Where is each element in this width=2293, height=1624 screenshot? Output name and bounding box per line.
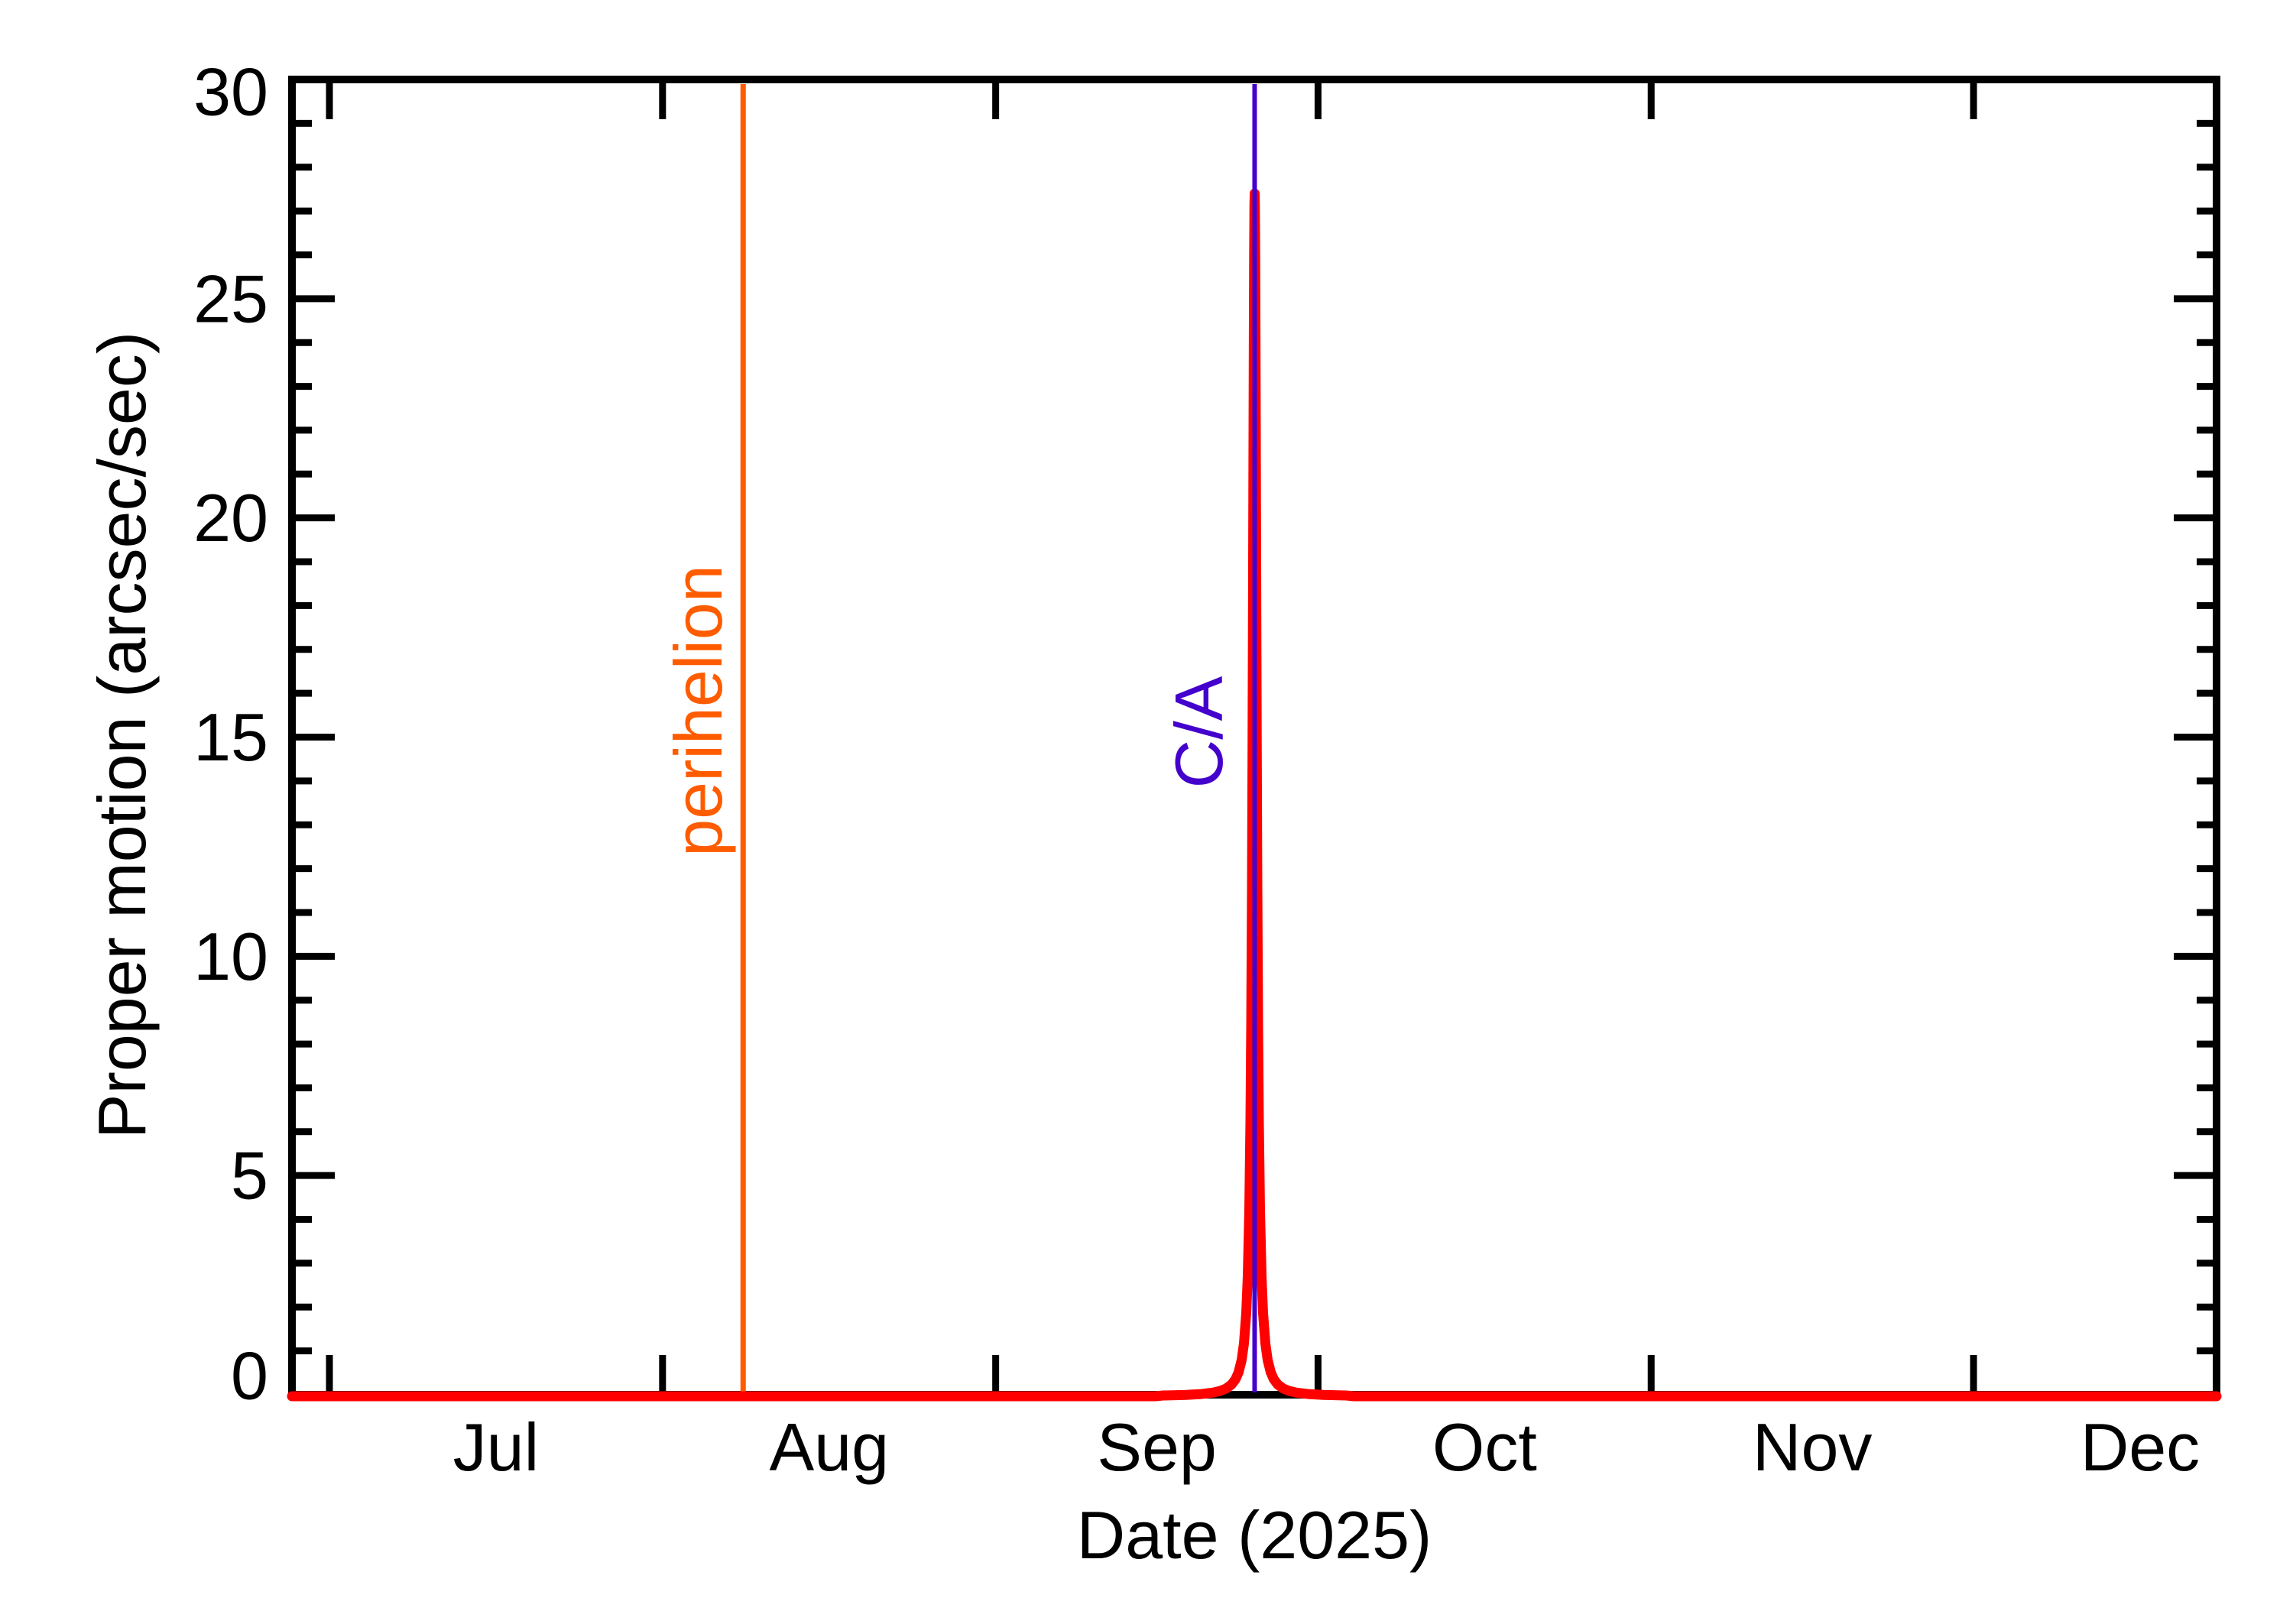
y-tick-label-25: 25	[193, 261, 268, 336]
annotation-perihelion: perihelion	[660, 565, 737, 857]
y-tick-label-0: 0	[231, 1338, 268, 1414]
x-axis-title: Date (2025)	[1076, 1497, 1432, 1573]
x-tick-label-Sep: Sep	[1097, 1409, 1217, 1485]
x-tick-label-Dec: Dec	[2081, 1409, 2201, 1485]
y-tick-label-20: 20	[193, 480, 268, 556]
x-tick-label-Oct: Oct	[1432, 1409, 1537, 1485]
y-tick-label-10: 10	[193, 919, 268, 994]
annotation-close-approach: C/A	[1161, 676, 1237, 789]
x-tick-label-Jul: Jul	[453, 1409, 540, 1485]
y-tick-label-15: 15	[193, 699, 268, 775]
y-tick-label-5: 5	[231, 1138, 268, 1214]
y-tick-label-30: 30	[193, 54, 268, 130]
x-tick-label-Aug: Aug	[769, 1409, 889, 1485]
x-tick-label-Nov: Nov	[1753, 1409, 1873, 1485]
y-axis-title: Proper motion (arcsec/sec)	[84, 331, 160, 1139]
